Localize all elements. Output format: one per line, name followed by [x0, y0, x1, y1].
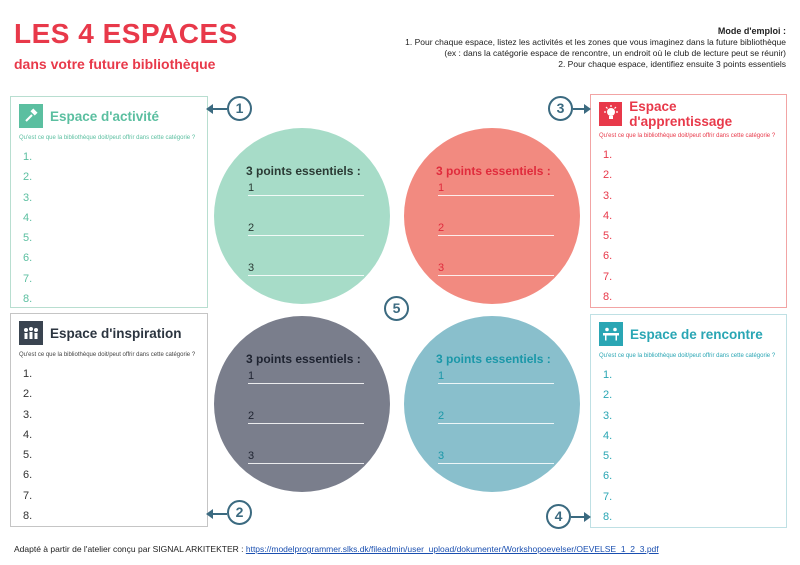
- panel-espace-activite: Espace d'activité Qu'est ce que la bibli…: [10, 96, 208, 308]
- list-item[interactable]: 5.: [23, 232, 33, 245]
- essential-point-field[interactable]: 3: [248, 262, 364, 276]
- essentials-title: 3 points essentiels :: [246, 164, 361, 178]
- list-item[interactable]: 7.: [603, 490, 613, 503]
- essential-point-field[interactable]: 1: [248, 182, 364, 196]
- list-item[interactable]: 2.: [603, 389, 613, 402]
- footer: Adapté à partir de l'atelier conçu par S…: [14, 544, 659, 554]
- panel-question: Qu'est ce que la bibliothèque doit/peut …: [19, 352, 196, 358]
- list-item[interactable]: 3.: [23, 408, 33, 421]
- page-subtitle: dans votre future bibliothèque: [14, 56, 216, 72]
- list-item[interactable]: 1.: [603, 369, 613, 381]
- list-item[interactable]: 8.: [603, 291, 613, 304]
- essential-point-field[interactable]: 2: [248, 410, 364, 424]
- list-item[interactable]: 5.: [23, 449, 33, 462]
- list-item[interactable]: 6.: [603, 470, 613, 483]
- instructions-line-2: (ex : dans la catégorie espace de rencon…: [444, 48, 786, 58]
- essentials-title: 3 points essentiels :: [436, 164, 551, 178]
- instructions-title: Mode d'emploi :: [717, 26, 786, 36]
- essential-point-field[interactable]: 1: [248, 370, 364, 384]
- footer-source-link[interactable]: https://modelprogrammer.slks.dk/fileadmi…: [245, 544, 659, 554]
- footer-text: Adapté à partir de l'atelier conçu par S…: [14, 544, 246, 554]
- list-item[interactable]: 4.: [23, 428, 33, 441]
- instructions: Mode d'emploi : 1. Pour chaque espace, l…: [366, 26, 786, 70]
- essentials-circle-activite: 3 points essentiels : 1 2 3: [214, 128, 390, 304]
- essential-point-field[interactable]: 2: [438, 222, 554, 236]
- essential-point-field[interactable]: 2: [248, 222, 364, 236]
- list-item[interactable]: 2.: [23, 171, 33, 184]
- page-title: LES 4 ESPACES: [14, 18, 238, 49]
- panel-title: Espace d'inspiration: [50, 325, 182, 341]
- list-item[interactable]: 1.: [603, 149, 613, 161]
- essentials-circle-rencontre: 3 points essentiels : 1 2 3: [404, 316, 580, 492]
- panel-question: Qu'est ce que la bibliothèque doit/peut …: [599, 133, 776, 139]
- panel-header: Espace d'apprentissage: [599, 99, 778, 129]
- list-item[interactable]: 3.: [603, 409, 613, 422]
- list-item[interactable]: 4.: [603, 429, 613, 442]
- panel-title: Espace d'apprentissage: [629, 99, 733, 129]
- panel-title: Espace de rencontre: [630, 326, 763, 342]
- essential-point-field[interactable]: 1: [438, 370, 554, 384]
- list-item[interactable]: 2.: [23, 388, 33, 401]
- essentials-title: 3 points essentiels :: [436, 352, 551, 366]
- list-item[interactable]: 8.: [23, 293, 33, 306]
- list-item[interactable]: 7.: [603, 270, 613, 283]
- essentials-circle-apprentissage: 3 points essentiels : 1 2 3: [404, 128, 580, 304]
- step-badge-4: 4: [546, 504, 571, 529]
- arrow-left-icon: [206, 104, 227, 114]
- step-badge-5: 5: [384, 296, 409, 321]
- list-item[interactable]: 6.: [603, 250, 613, 263]
- answer-list: 1. 2. 3. 4. 5. 6. 7. 8.: [19, 364, 199, 526]
- panel-title: Espace d'activité: [50, 108, 160, 124]
- panel-espace-inspiration: Espace d'inspiration Qu'est ce que la bi…: [10, 313, 208, 527]
- answer-list: 1. 2. 3. 4. 5. 6. 7. 8.: [599, 145, 778, 307]
- step-badge-3: 3: [548, 96, 573, 121]
- list-item[interactable]: 6.: [23, 469, 33, 482]
- panel-question: Qu'est ce que la bibliothèque doit/peut …: [19, 135, 196, 141]
- panel-header: Espace d'inspiration: [19, 320, 199, 346]
- list-item[interactable]: 4.: [23, 211, 33, 224]
- arrow-left-icon: [206, 509, 227, 519]
- lightbulb-icon: [599, 102, 623, 126]
- essentials-title: 3 points essentiels :: [246, 352, 361, 366]
- list-item[interactable]: 1.: [23, 151, 33, 163]
- list-item[interactable]: 8.: [603, 511, 613, 524]
- list-item[interactable]: 4.: [603, 209, 613, 222]
- list-item[interactable]: 5.: [603, 450, 613, 463]
- list-item[interactable]: 6.: [23, 252, 33, 265]
- list-item[interactable]: 3.: [23, 191, 33, 204]
- list-item[interactable]: 7.: [23, 272, 33, 285]
- hammer-icon: [19, 104, 43, 128]
- panel-header: Espace de rencontre: [599, 321, 778, 347]
- list-item[interactable]: 3.: [603, 189, 613, 202]
- arrow-right-icon: [571, 512, 591, 522]
- list-item[interactable]: 2.: [603, 169, 613, 182]
- arrow-right-icon: [573, 104, 591, 114]
- essential-point-field[interactable]: 3: [248, 450, 364, 464]
- answer-list: 1. 2. 3. 4. 5. 6. 7. 8.: [599, 365, 778, 527]
- essential-point-field[interactable]: 3: [438, 450, 554, 464]
- meeting-table-icon: [599, 322, 623, 346]
- panel-question: Qu'est ce que la bibliothèque doit/peut …: [599, 353, 776, 359]
- list-item[interactable]: 8.: [23, 510, 33, 523]
- essentials-circle-inspiration: 3 points essentiels : 1 2 3: [214, 316, 390, 492]
- essential-point-field[interactable]: 1: [438, 182, 554, 196]
- panel-header: Espace d'activité: [19, 103, 199, 129]
- instructions-line-1: 1. Pour chaque espace, listez les activi…: [405, 37, 786, 47]
- list-item[interactable]: 1.: [23, 368, 33, 380]
- step-badge-2: 2: [227, 500, 252, 525]
- panel-espace-apprentissage: Espace d'apprentissage Qu'est ce que la …: [590, 94, 787, 308]
- essential-point-field[interactable]: 2: [438, 410, 554, 424]
- answer-list: 1. 2. 3. 4. 5. 6. 7. 8.: [19, 147, 199, 309]
- essential-point-field[interactable]: 3: [438, 262, 554, 276]
- step-badge-1: 1: [227, 96, 252, 121]
- list-item[interactable]: 7.: [23, 489, 33, 502]
- instructions-line-3: 2. Pour chaque espace, identifiez ensuit…: [558, 59, 786, 69]
- panel-espace-rencontre: Espace de rencontre Qu'est ce que la bib…: [590, 314, 787, 528]
- list-item[interactable]: 5.: [603, 230, 613, 243]
- people-icon: [19, 321, 43, 345]
